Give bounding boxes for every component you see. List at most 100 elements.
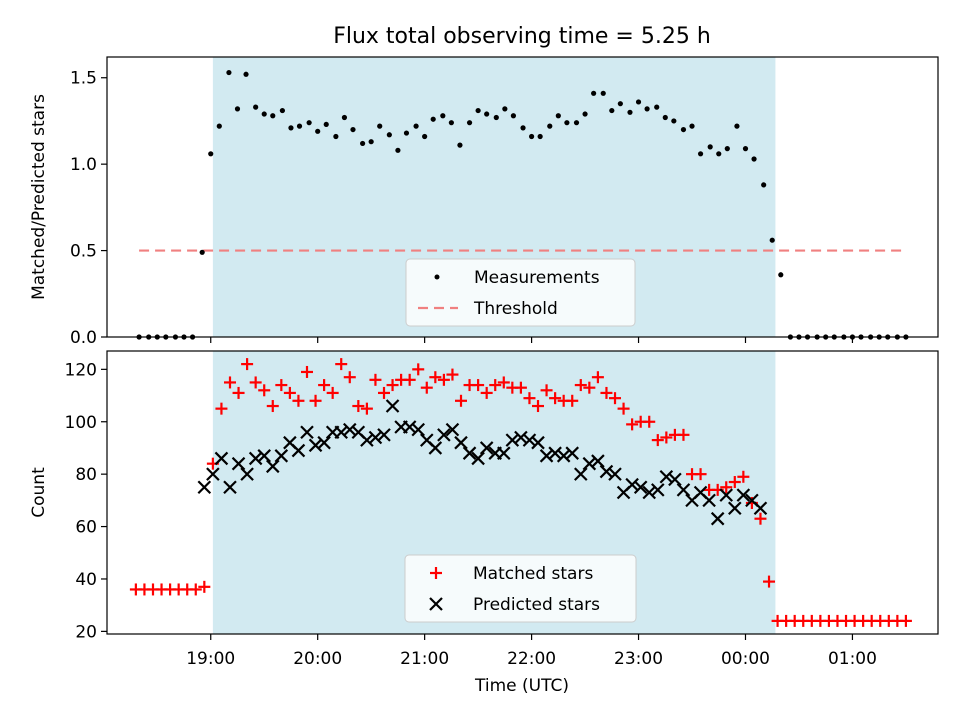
y-tick-label: 1.0 (70, 155, 97, 175)
matched-star-point (378, 386, 390, 399)
measurement-point (662, 114, 668, 121)
measurement-point (627, 109, 633, 115)
measurement-point (288, 125, 294, 131)
measurement-point (226, 69, 232, 76)
predicted-star-point (257, 449, 271, 463)
predicted-star-point (445, 422, 460, 437)
predicted-star-point (377, 428, 391, 442)
matched-star-point (677, 428, 690, 441)
matched-star-point (651, 434, 664, 447)
predicted-star-point (479, 441, 494, 455)
x-tick-label: 22:00 (507, 649, 556, 669)
predicted-star-point (556, 449, 571, 463)
predicted-star-point (342, 422, 357, 437)
y-tick-label: 40 (75, 570, 97, 590)
measurement-point (234, 106, 241, 112)
matched-star-point (232, 386, 245, 399)
predicted-star-point (651, 483, 665, 497)
predicted-star-point (608, 467, 622, 481)
predicted-star-point (719, 488, 734, 502)
matched-star-point (420, 381, 433, 394)
y-tick-label: 80 (75, 465, 97, 485)
measurement-point (635, 99, 642, 105)
matched-star-point (737, 470, 750, 483)
predicted-star-point (591, 454, 605, 468)
predicted-star-point (197, 480, 212, 495)
measurement-point (609, 107, 615, 114)
matched-star-point (754, 512, 767, 525)
measurement-point (253, 104, 259, 110)
matched-star-point (583, 381, 596, 394)
matched-star-point (549, 392, 562, 405)
matched-star-point (403, 373, 416, 386)
measurement-point (422, 133, 428, 140)
matched-star-point (600, 386, 613, 399)
measurement-point (520, 125, 526, 131)
predicted-star-point (505, 433, 520, 447)
matched-star-point (660, 431, 673, 444)
matched-star-point (343, 371, 356, 384)
predicted-stars-points (197, 399, 768, 526)
matched-star-point (489, 379, 502, 392)
matched-star-point (369, 373, 382, 386)
matched-star-point (617, 402, 630, 415)
predicted-star-point (360, 433, 374, 447)
x-axis-ticks (210, 337, 854, 343)
predicted-star-point (539, 449, 554, 463)
measurement-point (716, 151, 722, 157)
measurement-point (395, 147, 401, 153)
matched-star-point (532, 400, 545, 413)
legend: Matched stars Predicted stars (404, 554, 637, 623)
y-axis-label: Count (29, 467, 49, 518)
predicted-star-point (659, 469, 674, 484)
measurement-point (413, 123, 419, 129)
measurement-point (466, 120, 473, 126)
measurement-point (350, 126, 356, 133)
measurement-point (315, 128, 321, 134)
measurement-point (564, 120, 570, 126)
predicted-star-point (548, 446, 562, 460)
y-axis-label: Matched/Predicted stars (29, 94, 49, 300)
matched-star-point (189, 583, 202, 596)
legend-predicted-marker (429, 597, 443, 611)
predicted-star-point (206, 467, 220, 481)
measurement-points (136, 69, 909, 340)
x-tick-label: 00:00 (721, 649, 770, 669)
chart-title: Flux total observing time = 5.25 h (333, 24, 711, 49)
matched-star-point (472, 379, 485, 392)
matched-star-point (720, 481, 733, 494)
y-axis-ticks: 0.0 0.5 1.0 1.5 (70, 69, 107, 348)
legend-matched-label: Matched stars (473, 564, 593, 584)
matched-star-point (609, 392, 622, 405)
predicted-star-point (334, 425, 348, 440)
measurement-point (761, 182, 767, 188)
legend-threshold-label: Threshold (473, 299, 558, 319)
matched-star-point (429, 371, 442, 384)
predicted-star-point (574, 467, 588, 481)
y-tick-label: 1.5 (70, 69, 97, 89)
predicted-star-point (429, 597, 443, 611)
measurement-point (475, 107, 481, 114)
measurement-point (199, 249, 205, 255)
measurement-point (724, 146, 730, 152)
axes-frame (106, 350, 939, 635)
ratio-panel: 0.0 0.5 1.0 1.5 Matched/Predicted stars Mea… (29, 56, 939, 348)
measurement-point (216, 123, 222, 129)
measurement-point (368, 139, 374, 145)
measurement-point (208, 151, 214, 157)
x-axis-ticks: 19:00 20:00 21:00 22:00 23:00 00:00 01:00 (186, 634, 877, 669)
matched-star-point (643, 415, 656, 428)
predicted-star-point (411, 422, 426, 437)
matched-star-point (241, 358, 254, 371)
matched-star-point (899, 614, 912, 627)
matched-star-point (694, 468, 707, 481)
y-tick-label: 60 (75, 518, 97, 538)
measurement-point (279, 107, 285, 114)
x-tick-label: 21:00 (400, 649, 449, 669)
count-panel: 20 40 60 80 100 120 19:00 20:00 21:00 22:00 23:00… (29, 350, 939, 696)
measurement-point (697, 151, 704, 157)
predicted-star-point (582, 456, 597, 471)
measurement-point (555, 113, 561, 119)
measurement-point (591, 90, 597, 96)
